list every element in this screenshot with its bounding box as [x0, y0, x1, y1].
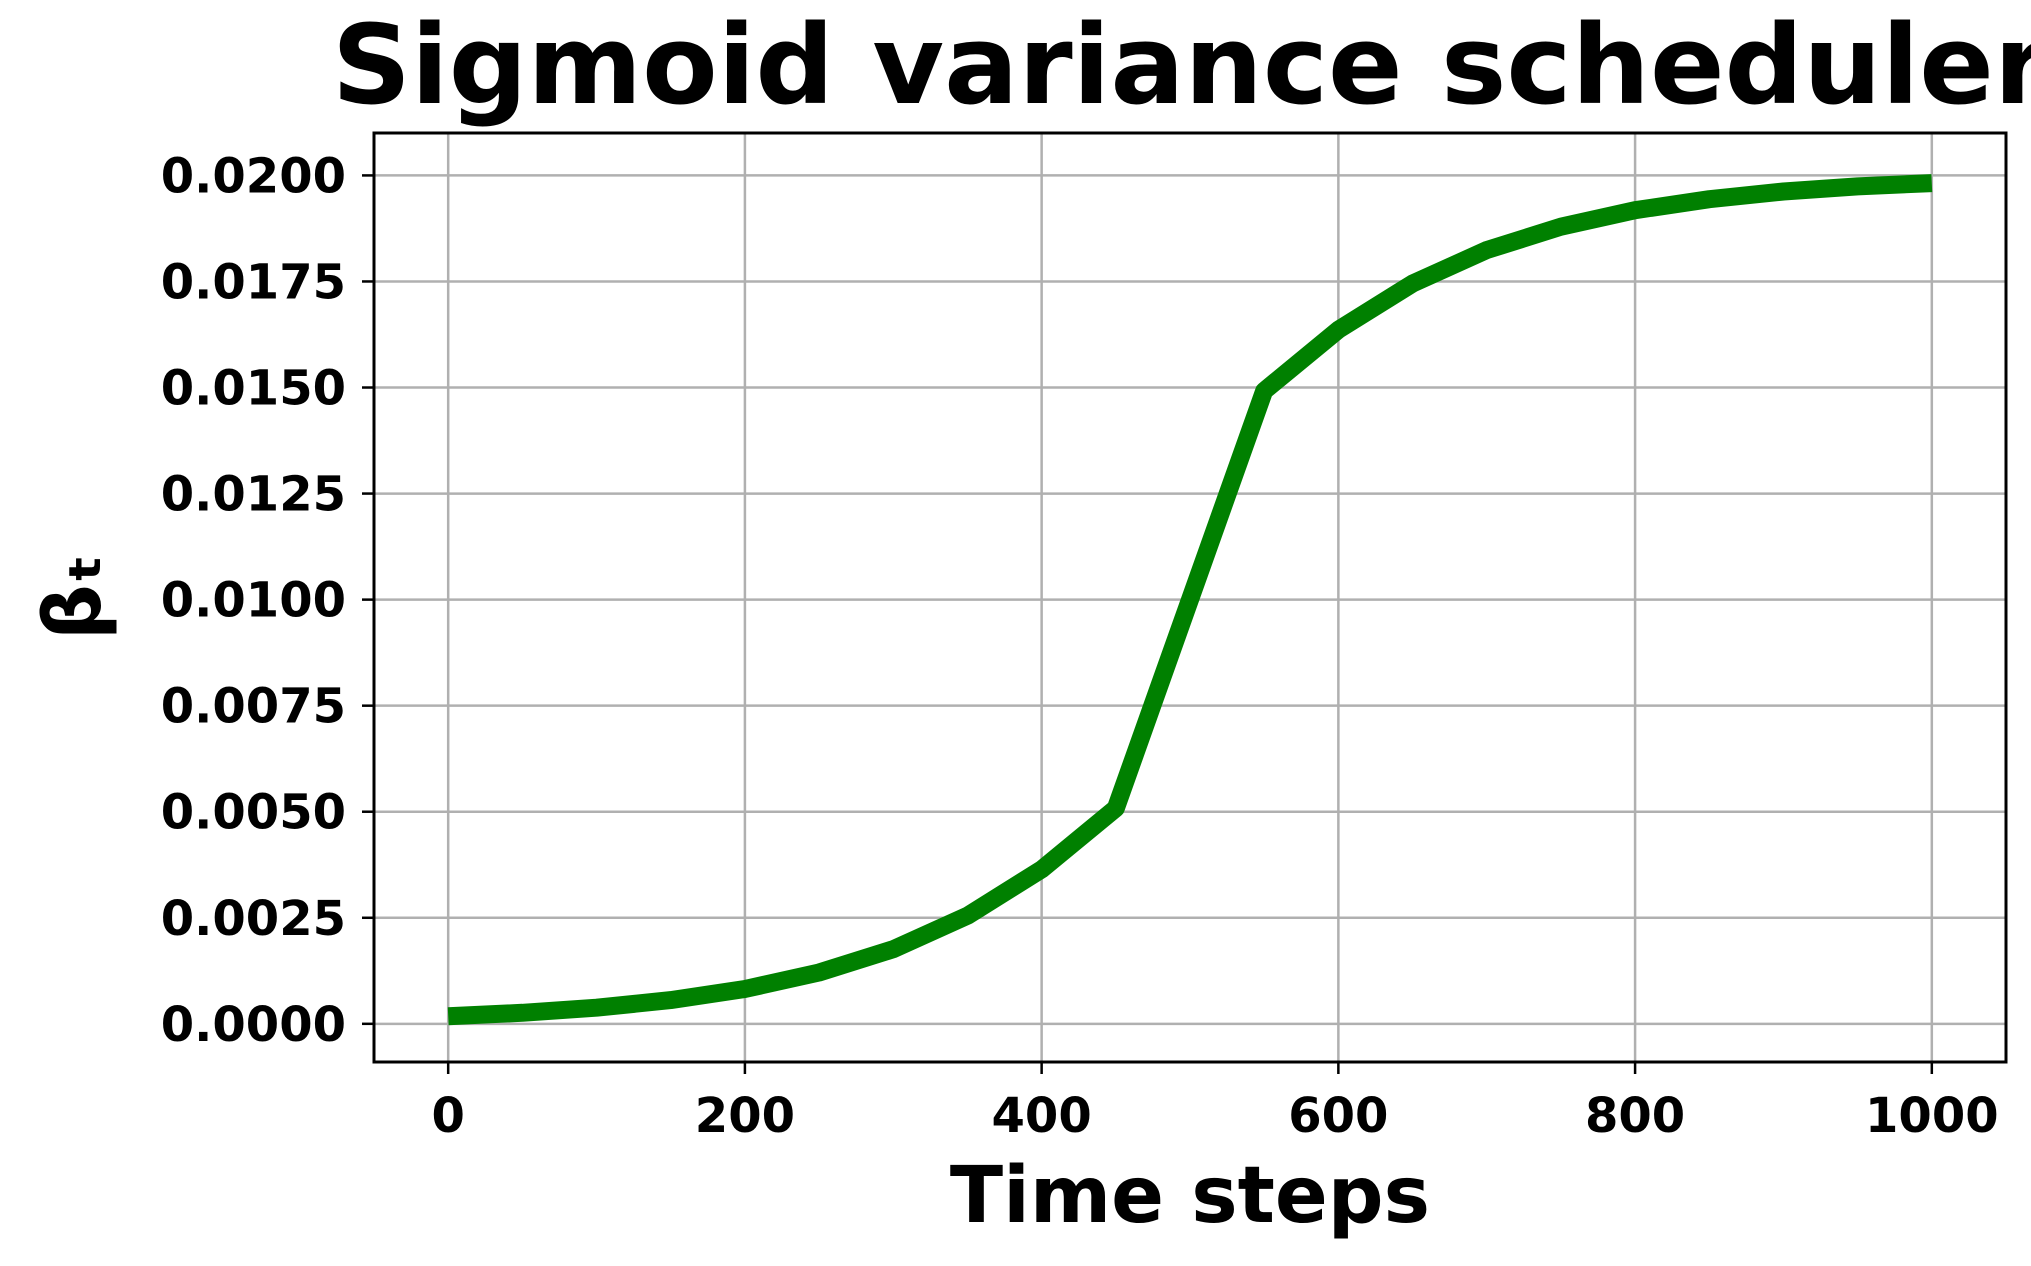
y-tick-label: 0.0050 — [161, 785, 346, 841]
x-tick-label: 400 — [992, 1088, 1092, 1144]
series-layer — [447, 174, 1933, 1026]
y-tick-label: 0.0200 — [161, 148, 346, 204]
x-tick-label: 200 — [695, 1088, 795, 1144]
y-tick-label: 0.0150 — [161, 361, 346, 417]
y-tick-label: 0.0025 — [161, 891, 346, 947]
x-tick-label: 0 — [431, 1088, 464, 1144]
x-axis-label: Time steps — [950, 1151, 1430, 1241]
grid — [374, 133, 2006, 1062]
chart-title: Sigmoid variance scheduler — [332, 1, 2031, 129]
x-tick-label: 600 — [1288, 1088, 1388, 1144]
y-tick-label: 0.0125 — [161, 467, 346, 523]
plot-frame — [372, 131, 2008, 1064]
series-line — [447, 174, 1933, 1026]
y-tick-label: 0.0075 — [161, 679, 346, 735]
y-tick-label: 0.0100 — [161, 573, 346, 629]
x-tick-label: 800 — [1585, 1088, 1685, 1144]
x-tick-label: 1000 — [1865, 1088, 1999, 1144]
axis-ticks: 0 200 400 600 800 1000 0.0000 0.0025 0.0050 0.007… — [161, 148, 1999, 1144]
y-tick-label: 0.0175 — [161, 254, 346, 310]
y-tick-label: 0.0000 — [161, 997, 346, 1053]
y-axis-label: βₜ — [29, 554, 119, 640]
